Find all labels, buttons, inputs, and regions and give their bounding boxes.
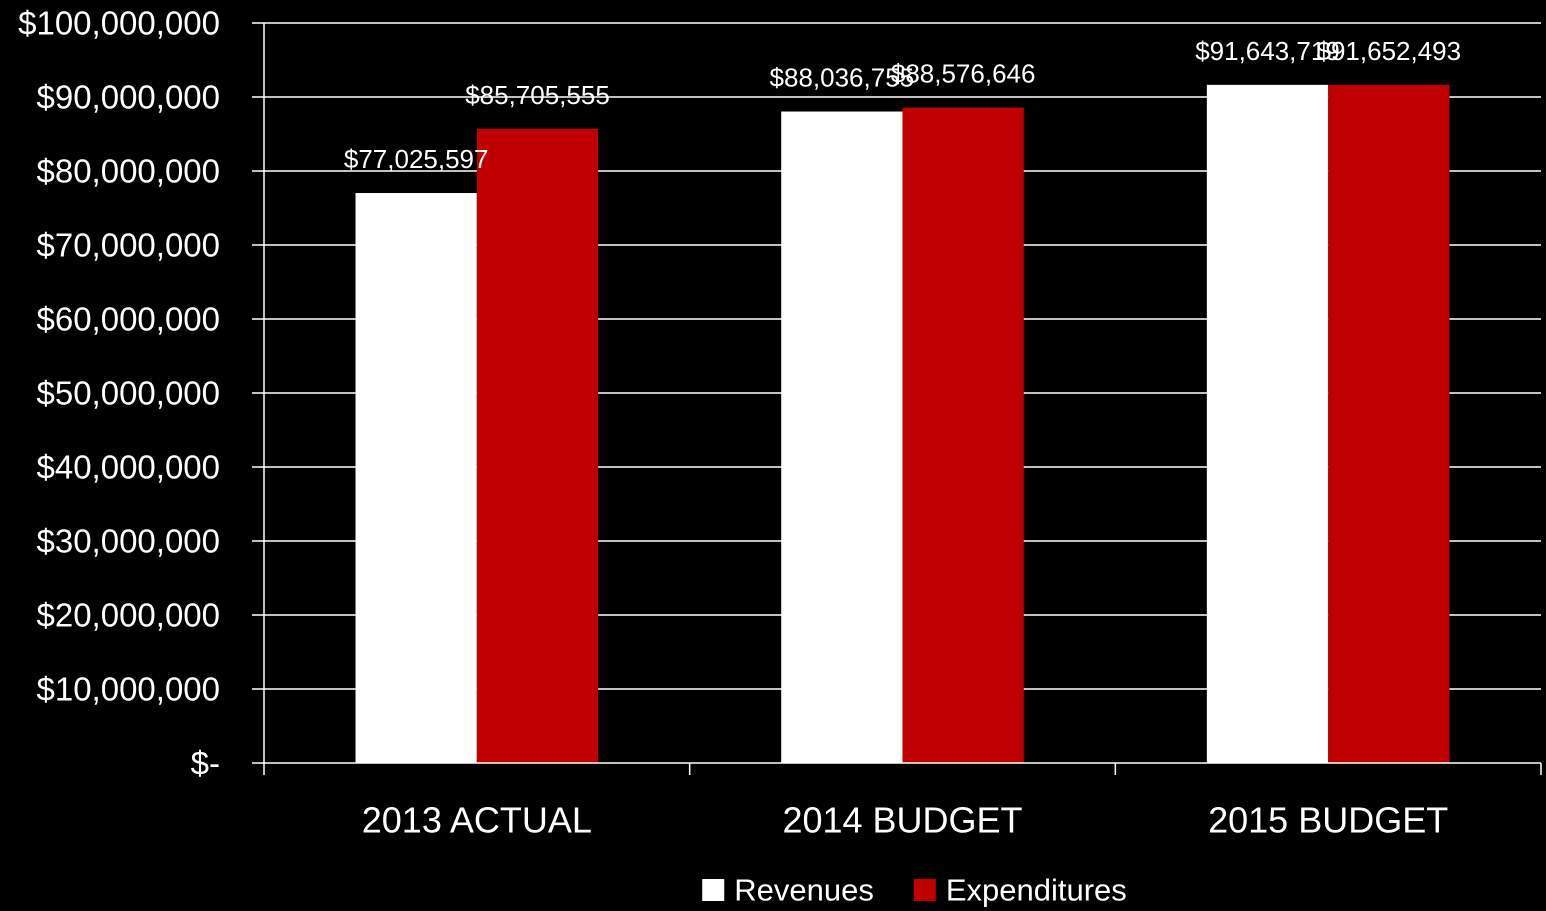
data-label: $85,705,555 xyxy=(465,80,610,110)
bars xyxy=(355,84,1450,764)
legend-label: Revenues xyxy=(734,873,874,908)
y-tick-label: $- xyxy=(191,745,220,782)
bar-expenditures xyxy=(476,128,599,763)
legend-label: Expenditures xyxy=(946,873,1127,908)
legend-swatch xyxy=(702,879,725,901)
x-category-label: 2013 ACTUAL xyxy=(362,800,592,841)
data-label: $88,036,755 xyxy=(770,63,915,93)
y-tick-label: $30,000,000 xyxy=(36,523,220,560)
data-label: $91,643,719 xyxy=(1195,36,1340,66)
legend-swatch xyxy=(913,879,936,901)
y-tick-label: $20,000,000 xyxy=(36,597,220,634)
y-tick-label: $100,000,000 xyxy=(18,5,220,42)
data-label: $88,576,646 xyxy=(891,59,1036,89)
bar-revenues xyxy=(781,111,903,763)
legend-item-expenditures: Expenditures xyxy=(913,873,1127,908)
bar-revenues xyxy=(1206,84,1329,763)
labels: $- $10,000,000 $20,000,000 $30,000,000 $40,0… xyxy=(18,5,1461,841)
axes xyxy=(252,22,1542,775)
y-tick-label: $50,000,000 xyxy=(36,375,220,412)
y-tick-label: $40,000,000 xyxy=(36,449,220,486)
y-tick-label: $10,000,000 xyxy=(36,671,220,708)
x-category-label: 2014 BUDGET xyxy=(782,800,1022,841)
data-label: $91,652,493 xyxy=(1317,36,1462,66)
y-tick-label: $90,000,000 xyxy=(36,79,220,116)
legend: Revenues Expenditures xyxy=(702,873,1127,908)
y-tick-label: $70,000,000 xyxy=(36,227,220,264)
bar-expenditures xyxy=(1328,84,1450,764)
bar-revenues xyxy=(355,193,477,763)
x-category-label: 2015 BUDGET xyxy=(1208,800,1448,841)
y-tick-label: $60,000,000 xyxy=(36,301,220,338)
data-label: $77,025,597 xyxy=(344,144,489,174)
legend-item-revenues: Revenues xyxy=(702,873,874,908)
y-tick-label: $80,000,000 xyxy=(36,153,220,190)
bar-expenditures xyxy=(902,107,1024,763)
